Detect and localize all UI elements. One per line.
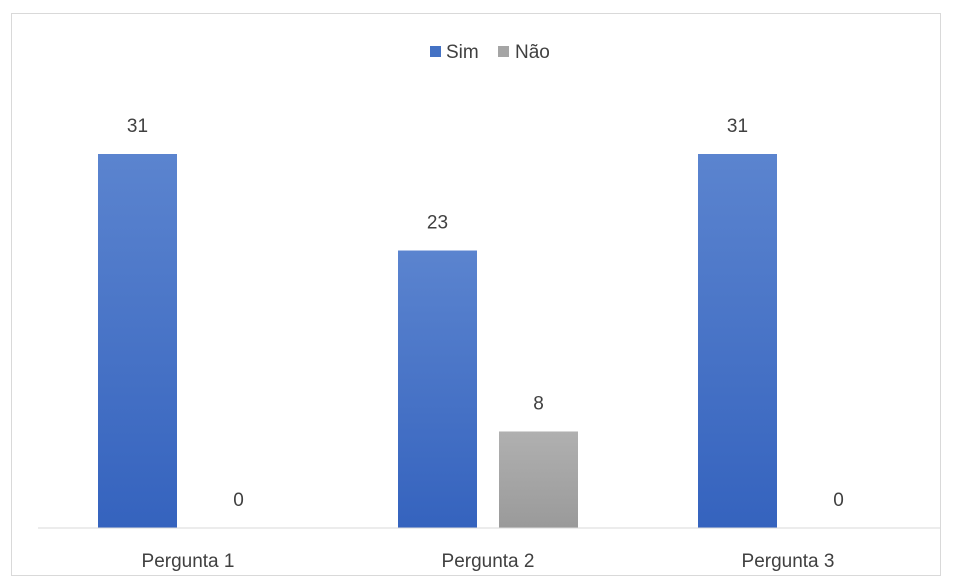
legend-swatch-1 <box>430 46 441 57</box>
x-tick-labels: Pergunta 1 Pergunta 2 Pergunta 3 <box>142 551 835 572</box>
legend-label-1: Sim <box>446 42 479 63</box>
data-label-no-1: 0 <box>233 490 244 511</box>
data-label-no-2: 8 <box>533 393 544 414</box>
bars <box>98 154 777 529</box>
bar-sim-1 <box>98 154 177 528</box>
x-tick-label-3: Pergunta 3 <box>742 551 835 572</box>
data-label-no-3: 0 <box>833 490 844 511</box>
data-labels: 31 0 23 8 31 0 <box>127 116 844 511</box>
data-label-sim-3: 31 <box>727 116 748 137</box>
data-label-sim-1: 31 <box>127 116 148 137</box>
x-tick-label-2: Pergunta 2 <box>442 551 535 572</box>
bar-no-2 <box>499 431 578 528</box>
x-tick-label-1: Pergunta 1 <box>142 551 235 572</box>
legend: Sim Não <box>430 42 550 63</box>
bar-sim-3 <box>698 154 777 528</box>
bar-sim-2 <box>398 250 477 529</box>
legend-swatch-2 <box>498 46 509 57</box>
legend-label-2: Não <box>515 42 550 63</box>
data-label-sim-2: 23 <box>427 213 448 234</box>
